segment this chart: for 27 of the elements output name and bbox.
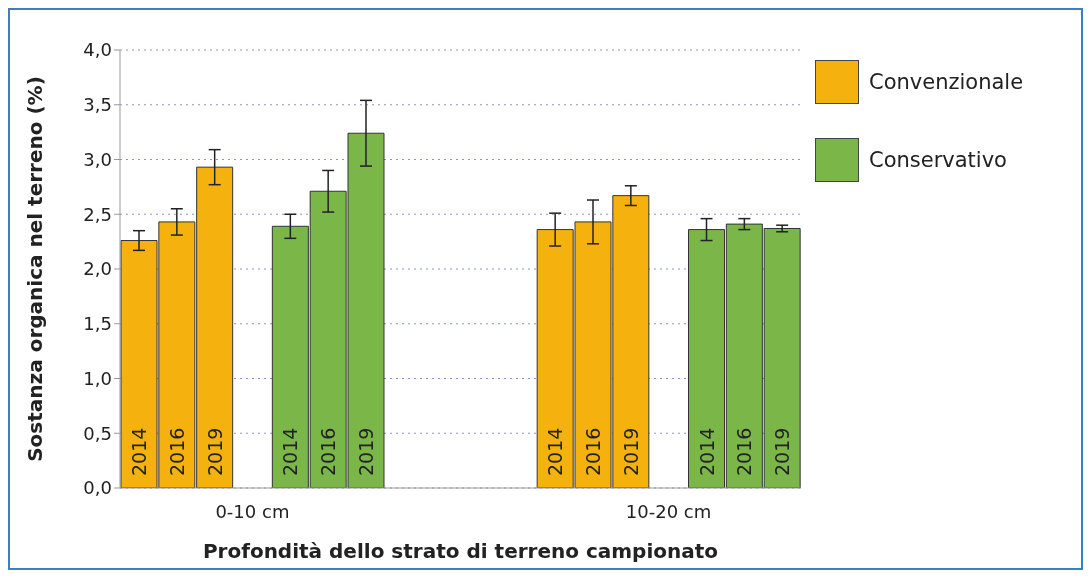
y-tick-label: 2,5 xyxy=(83,203,112,225)
x-tick-label: 2019 xyxy=(771,427,794,476)
x-tick-label: 2014 xyxy=(544,427,567,476)
x-tick-label: 2019 xyxy=(203,427,226,476)
y-tick-label: 4,0 xyxy=(83,39,112,61)
x-tick-label: 2014 xyxy=(128,427,150,476)
y-axis-title: Sostanza organica nel terreno (%) xyxy=(23,76,48,462)
y-tick-label: 3,5 xyxy=(83,94,112,116)
x-tick-label: 2016 xyxy=(165,427,188,476)
x-tick-label: 2019 xyxy=(619,427,642,476)
text: 0-10 cm xyxy=(215,501,290,522)
x-tick-label: 2016 xyxy=(582,427,604,476)
x-axis-title: Profondità dello strato di terreno campionato xyxy=(202,539,719,563)
y-tick-label: 3,0 xyxy=(83,148,112,170)
y-tick-label: 0,5 xyxy=(83,422,112,444)
y-tick-label: 1,5 xyxy=(83,313,112,335)
x-tick-label: 2019 xyxy=(355,427,377,476)
legend-label: Convenzionale xyxy=(869,70,1024,94)
text: 10-20 cm xyxy=(625,501,712,522)
x-tick-label: 2014 xyxy=(695,427,718,476)
y-tick-label: 0,0 xyxy=(83,477,112,499)
y-tick-label: 2,0 xyxy=(83,258,112,280)
legend-label: Conservativo xyxy=(869,148,1007,172)
y-tick-label: 1,0 xyxy=(83,367,112,389)
x-tick-label: 2016 xyxy=(317,427,340,476)
x-tick-label: 2016 xyxy=(733,427,756,476)
x-tick-label: 2014 xyxy=(279,427,302,476)
